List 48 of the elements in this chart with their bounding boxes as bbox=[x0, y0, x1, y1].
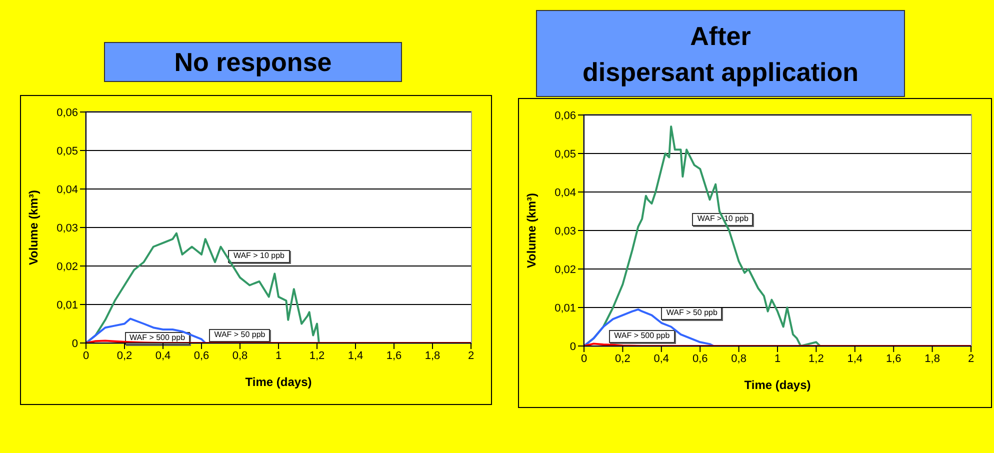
x-tick-label: 0,6 bbox=[692, 352, 708, 365]
chart-title: No response bbox=[104, 42, 402, 82]
x-tick-label: 0,2 bbox=[615, 352, 630, 365]
x-tick-label: 1 bbox=[774, 352, 781, 365]
y-tick-label: 0,01 bbox=[56, 299, 78, 312]
y-tick-label: 0,03 bbox=[56, 222, 78, 234]
x-tick-label: 1,4 bbox=[847, 352, 863, 365]
x-tick-label: 1,6 bbox=[886, 352, 902, 365]
x-tick-label: 1,8 bbox=[424, 350, 440, 362]
series-label: WAF > 10 ppb bbox=[228, 250, 290, 264]
x-tick-label: 0,4 bbox=[654, 352, 670, 365]
x-tick-label: 0 bbox=[580, 352, 588, 365]
x-tick-label: 2 bbox=[468, 350, 474, 362]
y-tick-label: 0,02 bbox=[56, 260, 78, 273]
x-tick-label: 0,6 bbox=[194, 350, 210, 362]
y-tick-label: 0,06 bbox=[56, 106, 78, 119]
x-tick-label: 1,8 bbox=[924, 352, 940, 365]
x-tick-label: 0,8 bbox=[232, 350, 248, 362]
x-tick-label: 2 bbox=[968, 352, 974, 365]
series-label: WAF > 50 ppb bbox=[661, 307, 722, 320]
x-axis-title: Time (days) bbox=[245, 375, 312, 389]
y-tick-label: 0,03 bbox=[554, 225, 576, 238]
y-tick-label: 0,06 bbox=[554, 110, 576, 122]
series-label: WAF > 50 ppb bbox=[209, 328, 270, 342]
chart-title: After dispersant application bbox=[536, 10, 905, 97]
x-tick-label: 1 bbox=[275, 350, 282, 362]
y-tick-label: 0,04 bbox=[56, 184, 78, 196]
y-tick-label: 0 bbox=[570, 340, 576, 353]
x-tick-label: 0,8 bbox=[731, 352, 746, 365]
series-label: WAF > 500 ppb bbox=[124, 332, 190, 345]
x-tick-label: 1,2 bbox=[309, 350, 325, 362]
x-tick-label: 1,2 bbox=[808, 352, 824, 365]
y-tick-label: 0,01 bbox=[554, 302, 576, 314]
x-tick-label: 1,4 bbox=[348, 350, 364, 362]
x-tick-label: 1,6 bbox=[386, 350, 402, 362]
y-tick-label: 0,05 bbox=[554, 148, 576, 160]
y-tick-label: 0,04 bbox=[554, 186, 576, 199]
y-tick-label: 0,02 bbox=[554, 264, 576, 276]
y-tick-label: 0 bbox=[72, 338, 78, 350]
x-tick-label: 0,2 bbox=[116, 350, 132, 362]
x-tick-label: 0,4 bbox=[155, 350, 171, 362]
y-tick-label: 0,05 bbox=[56, 145, 78, 158]
x-axis-title: Time (days) bbox=[744, 378, 811, 392]
series-label: WAF > 500 ppb bbox=[609, 330, 675, 344]
x-tick-label: 0 bbox=[82, 350, 90, 362]
y-axis-title: Volume (km³) bbox=[26, 190, 40, 266]
y-axis-title: Volume (km³) bbox=[524, 192, 538, 268]
series-label: WAF > 10 ppb bbox=[692, 212, 754, 226]
